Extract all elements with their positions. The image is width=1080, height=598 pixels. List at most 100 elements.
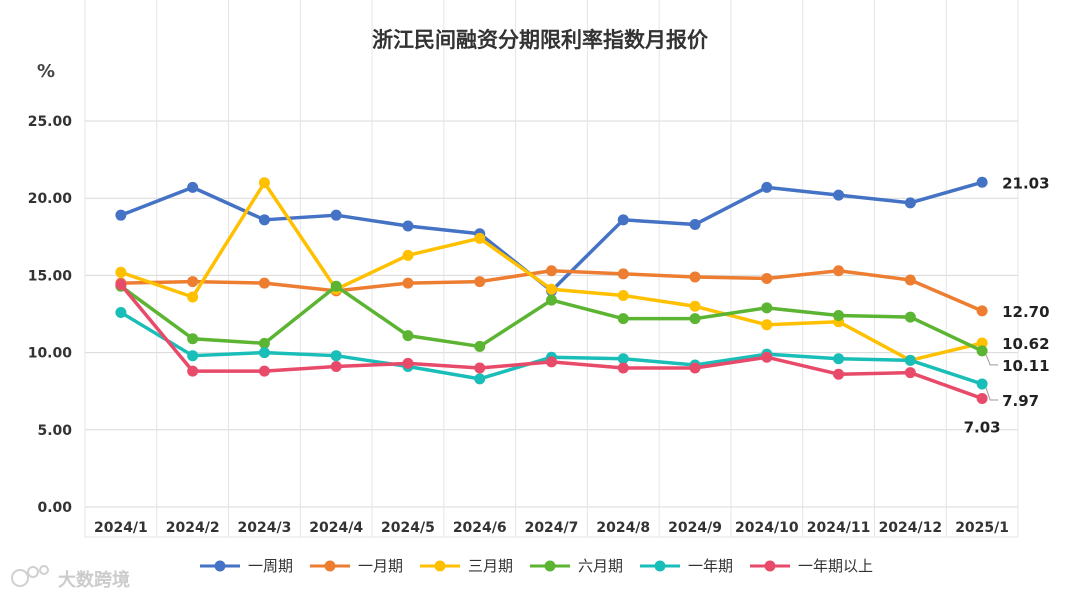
x-tick-label: 2024/7	[525, 520, 579, 536]
data-point	[402, 220, 414, 232]
data-point	[546, 294, 557, 306]
data-point	[474, 276, 486, 288]
data-point	[833, 368, 845, 380]
x-tick-label: 2024/8	[596, 520, 650, 536]
data-point	[976, 176, 988, 188]
data-point	[258, 177, 270, 189]
legend-label: 一周期	[248, 557, 293, 575]
data-point	[115, 279, 127, 291]
data-point	[258, 347, 270, 359]
legend-swatch-dot	[434, 560, 446, 572]
legend-label: 六月期	[578, 557, 623, 575]
series-5	[115, 279, 988, 404]
y-tick-label: 15.00	[28, 268, 73, 284]
data-point	[258, 277, 270, 289]
data-point	[689, 218, 701, 230]
y-tick-label: 10.00	[28, 346, 73, 362]
data-point	[833, 310, 845, 322]
x-tick-label: 2024/4	[309, 520, 363, 536]
data-point	[258, 337, 270, 349]
legend: 一周期 一月期 三月期 六月期 一年期 一年期以上	[200, 557, 873, 575]
legend-label: 三月期	[468, 557, 513, 575]
data-point	[546, 283, 557, 295]
data-point	[689, 271, 701, 283]
y-tick-label: 20.00	[28, 191, 73, 207]
legend-item: 一年期	[640, 557, 733, 575]
data-point	[546, 265, 557, 277]
data-point	[904, 311, 916, 323]
end-data-label: 7.97	[1002, 392, 1039, 410]
data-point	[115, 209, 127, 221]
data-point	[402, 330, 414, 342]
watermark-text: 大数跨境	[58, 569, 130, 591]
end-data-label: 21.03	[1002, 174, 1049, 192]
data-point	[402, 249, 414, 261]
end-labels: 21.03 12.70 10.62 10.11 7.977.03	[964, 174, 1050, 436]
legend-swatch-dot	[654, 560, 666, 572]
end-data-label: 10.11	[1002, 357, 1049, 375]
data-point	[761, 302, 773, 314]
data-point	[474, 232, 486, 244]
data-point	[115, 306, 127, 318]
data-point	[617, 313, 629, 325]
data-point	[617, 289, 629, 301]
x-axis-ticks: 2024/1 2024/2 2024/3 2024/4 2024/5 2024/6 2024…	[94, 520, 1009, 536]
data-point	[833, 189, 845, 201]
x-tick-label: 2024/9	[668, 520, 722, 536]
label-leader-line	[985, 387, 999, 401]
data-point	[761, 351, 773, 363]
data-point	[904, 354, 916, 366]
data-point	[761, 181, 773, 193]
data-point	[976, 305, 988, 317]
chart-title: 浙江民间融资分期限利率指数月报价	[372, 28, 709, 52]
legend-item: 一年期以上	[750, 557, 873, 575]
data-point	[115, 266, 127, 278]
data-point	[474, 362, 486, 374]
data-point	[976, 337, 988, 349]
y-tick-label: 0.00	[37, 500, 72, 516]
data-point	[330, 280, 342, 292]
data-point	[976, 345, 988, 357]
legend-item: 三月期	[420, 557, 513, 575]
data-point	[617, 362, 629, 374]
legend-label: 一年期以上	[798, 557, 873, 575]
legend-label: 一年期	[688, 557, 733, 575]
data-point	[904, 367, 916, 379]
watermark-logo-icon	[11, 565, 49, 587]
data-point	[761, 272, 773, 284]
watermark: 大数跨境	[11, 565, 130, 591]
data-point	[976, 392, 988, 404]
label-leader-line	[985, 354, 999, 366]
y-axis-ticks: 0.00 5.00 10.00 15.00 20.00 25.00	[28, 114, 73, 516]
data-point	[904, 197, 916, 209]
x-tick-label: 2024/3	[238, 520, 292, 536]
data-point	[258, 214, 270, 226]
legend-swatch-dot	[764, 560, 776, 572]
data-point	[546, 356, 557, 368]
legend-swatch-dot	[324, 560, 336, 572]
series-group	[115, 176, 988, 404]
end-data-label: 7.03	[964, 418, 1001, 436]
data-point	[187, 291, 199, 303]
data-point	[689, 362, 701, 374]
data-point	[474, 340, 486, 352]
data-point	[617, 268, 629, 280]
data-point	[761, 319, 773, 331]
legend-swatch-dot	[544, 560, 556, 572]
end-data-label: 12.70	[1002, 303, 1049, 321]
grid-lines	[84, 0, 1019, 538]
legend-label: 一月期	[358, 557, 403, 575]
x-tick-label: 2024/5	[381, 520, 435, 536]
x-tick-label: 2024/6	[453, 520, 507, 536]
x-tick-label: 2024/1	[94, 520, 148, 536]
legend-swatch-dot	[214, 560, 226, 572]
data-point	[904, 274, 916, 286]
data-point	[689, 313, 701, 325]
data-point	[402, 277, 414, 289]
data-point	[976, 378, 988, 390]
data-point	[187, 350, 199, 362]
x-tick-label: 2024/12	[879, 520, 943, 536]
data-point	[187, 365, 199, 377]
